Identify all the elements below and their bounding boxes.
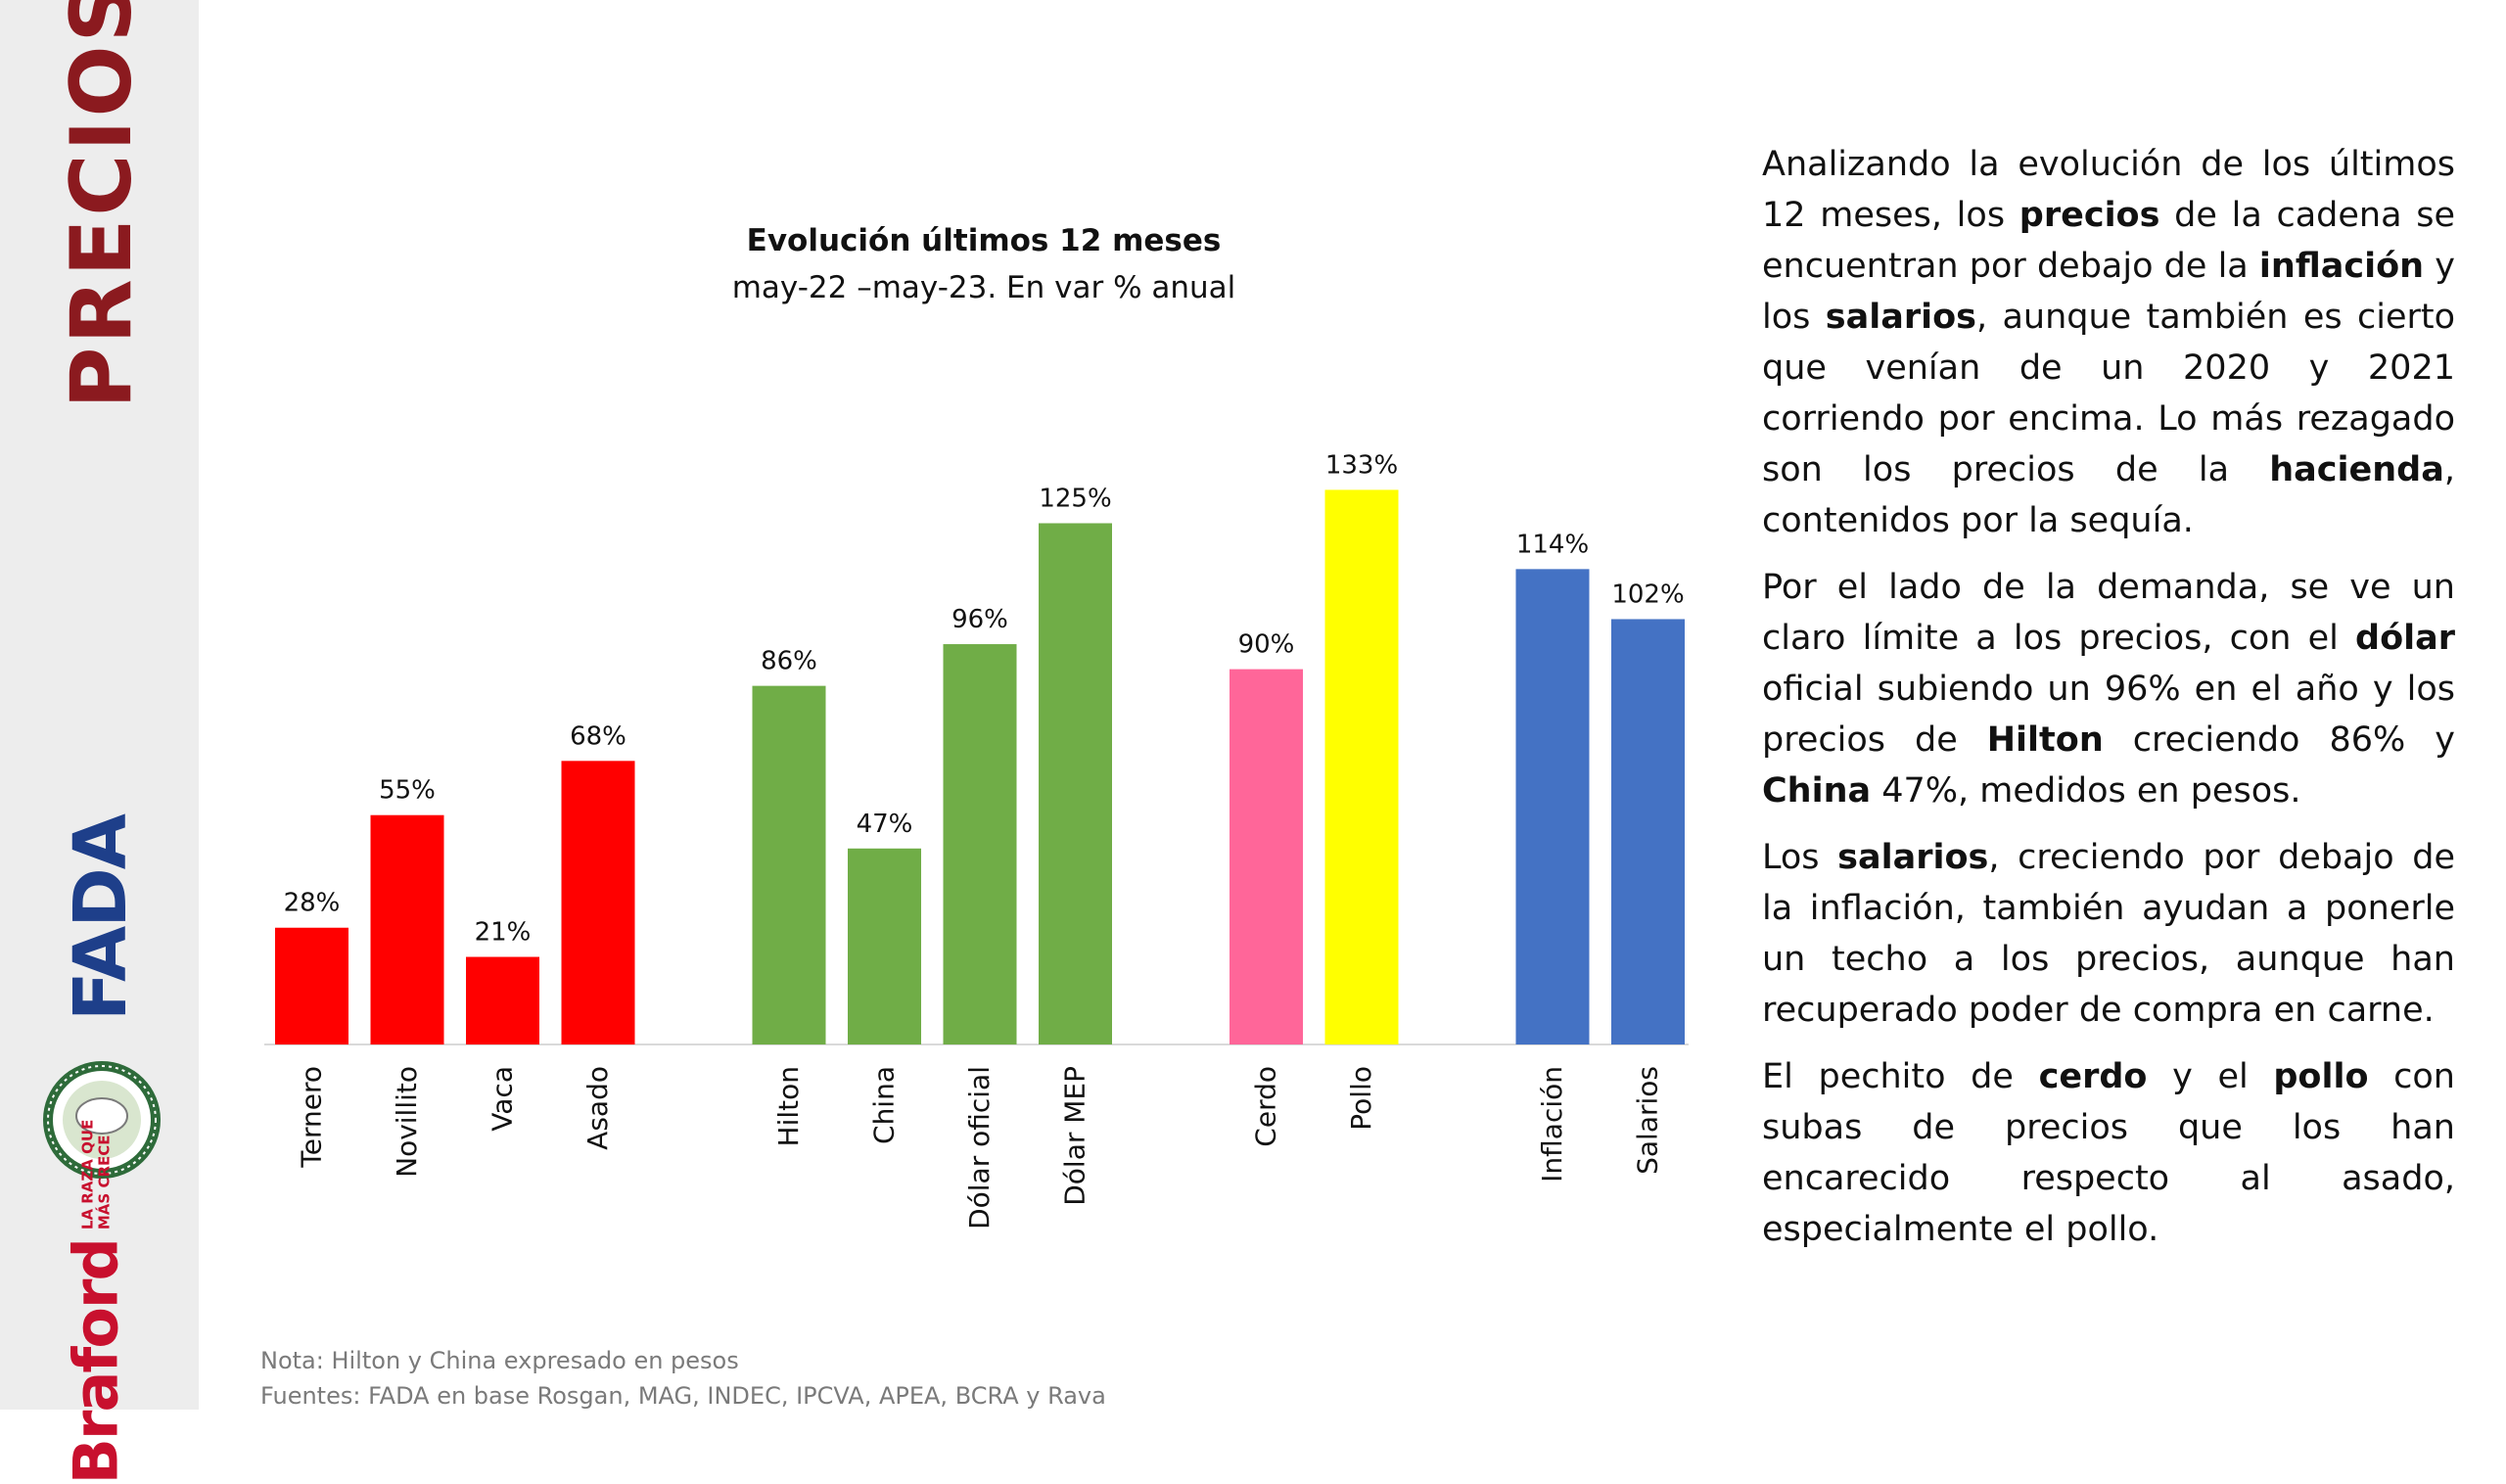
category-label: China [868,1066,901,1144]
chart-sources: Fuentes: FADA en base Rosgan, MAG, INDEC… [260,1382,1106,1410]
highlight-term: salarios [1825,298,1976,337]
data-label: 125% [1039,485,1111,514]
data-label: 96% [951,605,1008,634]
highlight-term: dólar [2355,619,2455,658]
highlight-term: hacienda [2269,450,2444,489]
chart-note: Nota: Hilton y China expresado en pesos [260,1347,739,1374]
category-label: Salarios [1632,1066,1664,1175]
commentary-text: Analizando la evolución de los últimos 1… [1762,139,2455,1271]
bar-dólar-oficial [943,644,1017,1044]
highlight-term: pollo [2273,1057,2369,1096]
sidebar: PRECIOS FADA Braford LA RAZA QUE MÁS CRE… [0,0,199,1484]
data-label: 114% [1516,530,1589,559]
bar-dólar-mep [1039,523,1112,1044]
highlight-term: China [1762,771,1872,811]
text-run: de la cadena se encuentran por debajo de… [1762,196,2456,286]
braford-name: Braford [60,1239,132,1484]
category-label: Novillito [391,1066,423,1178]
highlight-term: inflación [2258,247,2425,286]
commentary-paragraph: Los salarios, creciendo por debajo de la… [1762,832,2455,1036]
data-label: 102% [1611,580,1684,609]
bar-inflación [1515,569,1590,1044]
category-label: Ternero [296,1066,328,1169]
category-label: Inflación [1536,1066,1568,1183]
chart-subtitle: may-22 –may-23. En var % anual [731,270,1236,305]
commentary-paragraph: Analizando la evolución de los últimos 1… [1762,139,2455,546]
text-run: , aunque también es cierto que venían de… [1762,298,2456,489]
text-run: y los [1762,247,2455,337]
commentary-paragraph: Por el lado de la demanda, se ve un clar… [1762,562,2455,816]
category-label: Dólar oficial [963,1066,996,1229]
category-label: Asado [581,1066,614,1150]
text-run: creciendo 86% y [2103,720,2455,760]
data-label: 47% [857,810,913,839]
bar-vaca [466,956,539,1044]
highlight-term: cerdo [2038,1057,2148,1096]
text-run: Analizando la evolución de los últimos 1… [1762,145,2455,235]
category-label: Hilton [772,1066,805,1146]
data-label: 133% [1325,450,1398,480]
text-run: y el [2147,1057,2274,1096]
text-run: El pechito de [1762,1057,2039,1096]
bar-pollo [1324,489,1399,1044]
bar-novillito [370,814,444,1044]
data-label: 21% [475,918,532,948]
data-label: 86% [761,647,817,676]
category-label: Cerdo [1250,1066,1282,1147]
bar-salarios [1611,619,1685,1044]
text-run: Por el lado de la demanda, se ve un clar… [1762,568,2455,658]
category-label: Pollo [1345,1066,1377,1131]
text-run: con subas de precios que los han encarec… [1762,1057,2455,1249]
data-label: 68% [570,721,626,751]
chart-title: Evolución últimos 12 meses [746,223,1222,258]
highlight-term: Hilton [1986,720,2104,760]
bar-ternero [275,927,348,1044]
text-run: oficial subiendo un 96% en el año y los … [1762,670,2455,760]
text-run: , contenidos por la sequía. [1762,450,2455,540]
bar-cerdo [1230,669,1303,1044]
braford-seal-logo [43,1061,161,1179]
highlight-term: precios [2019,196,2160,235]
bar-hilton [752,685,826,1044]
category-label: Dólar MEP [1059,1066,1091,1206]
bar-china [848,848,921,1044]
text-run: 47%, medidos en pesos. [1871,771,2301,811]
commentary-paragraph: El pechito de cerdo y el pollo con subas… [1762,1051,2455,1255]
data-label: 55% [379,776,436,806]
text-run: Los [1762,838,1838,877]
category-label: Vaca [487,1066,519,1132]
data-label: 90% [1238,630,1295,660]
bar-asado [561,761,635,1044]
bar-chart: 28% Ternero 55% Novillito 21% Vaca 68% Asado 86%… [264,450,1689,1229]
data-label: 28% [284,889,341,918]
text-run: , creciendo por debajo de la inflación, … [1762,838,2455,1030]
highlight-term: salarios [1837,838,1989,877]
